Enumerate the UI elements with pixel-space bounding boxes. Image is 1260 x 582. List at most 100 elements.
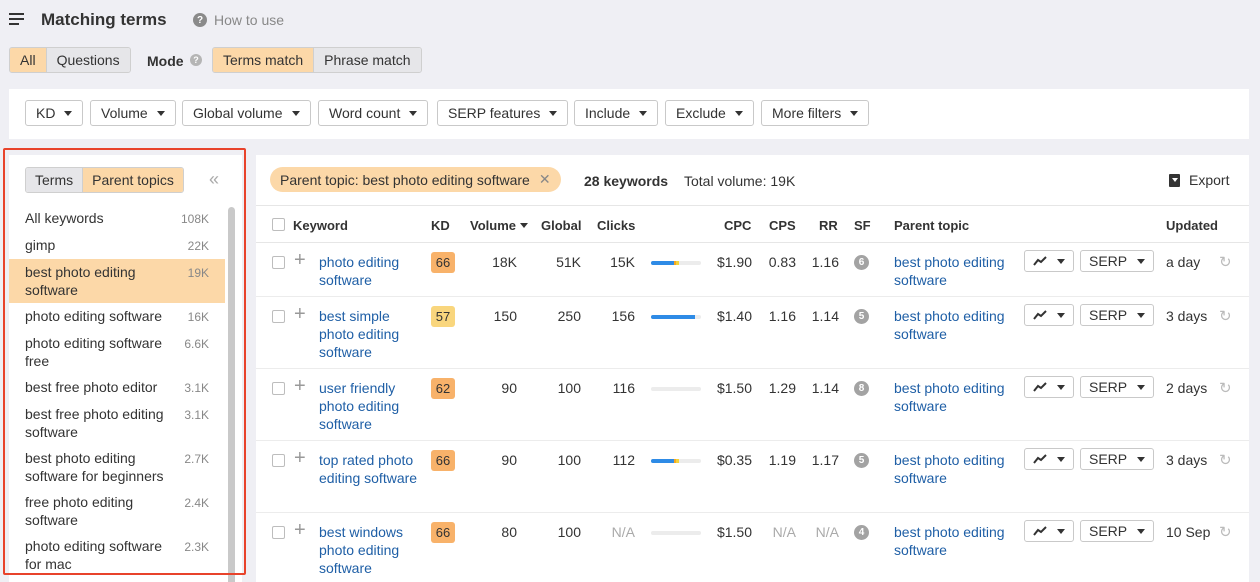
sidebar-item[interactable]: gimp 22K <box>9 232 225 259</box>
mode-help-icon[interactable]: ? <box>190 54 202 66</box>
trend-dropdown[interactable] <box>1024 304 1074 326</box>
row-checkbox[interactable] <box>272 310 285 323</box>
tab-all[interactable]: All <box>10 48 46 72</box>
filter-word-count[interactable]: Word count <box>318 100 429 126</box>
sidebar-item[interactable]: best free photo editing software 3.1K <box>9 401 225 445</box>
parent-topic-filter-chip[interactable]: Parent topic: best photo editing softwar… <box>270 167 561 192</box>
refresh-icon[interactable]: ↻ <box>1219 254 1232 271</box>
chevron-down-icon <box>1057 312 1065 318</box>
sidebar-item-volume: 108K <box>180 212 209 226</box>
sidebar-item-label: free photo editing software <box>25 494 134 528</box>
sidebar-item[interactable]: best free photo editor 3.1K <box>9 374 225 401</box>
serp-features-count[interactable]: 5 <box>854 453 869 468</box>
keyword-link[interactable]: best windows photo editing software <box>319 524 404 576</box>
serp-features-count[interactable]: 8 <box>854 381 869 396</box>
filter-bar: KD Volume Global volume Word count SERP … <box>9 89 1249 139</box>
filter-global-volume[interactable]: Global volume <box>182 100 311 126</box>
filter-more[interactable]: More filters <box>761 100 870 126</box>
plus-icon[interactable]: + <box>294 303 306 325</box>
filter-include[interactable]: Include <box>574 100 659 126</box>
row-checkbox[interactable] <box>272 382 285 395</box>
col-kd[interactable]: KD <box>431 218 450 233</box>
col-sf[interactable]: SF <box>854 218 871 233</box>
sidebar-item[interactable]: All keywords 108K <box>9 205 225 232</box>
tab-terms[interactable]: Terms <box>26 168 83 192</box>
tab-parent-topics[interactable]: Parent topics <box>82 168 183 192</box>
parent-topic-link[interactable]: best photo editing software <box>894 380 1005 414</box>
terms-match-button[interactable]: Terms match <box>213 48 314 72</box>
sidebar-item[interactable]: best photo editing software 19K <box>9 259 225 303</box>
parent-topic-link[interactable]: best photo editing software <box>894 254 1005 288</box>
parent-topic-link[interactable]: best photo editing software <box>894 308 1005 342</box>
chevron-down-icon <box>1137 384 1146 390</box>
col-rr[interactable]: RR <box>819 218 838 233</box>
col-clicks[interactable]: Clicks <box>597 218 636 233</box>
export-button[interactable]: Export <box>1169 172 1229 188</box>
refresh-icon[interactable]: ↻ <box>1219 380 1232 397</box>
tab-questions[interactable]: Questions <box>45 48 130 72</box>
filter-volume[interactable]: Volume <box>90 100 176 126</box>
filter-exclude[interactable]: Exclude <box>665 100 754 126</box>
refresh-icon[interactable]: ↻ <box>1219 524 1232 541</box>
sidebar-item-label: All keywords <box>25 210 104 226</box>
keyword-link[interactable]: user friendly photo editing software <box>319 380 400 432</box>
close-icon[interactable]: ✕ <box>538 171 551 187</box>
keyword-link[interactable]: best simple photo editing software <box>319 308 400 360</box>
serp-dropdown[interactable]: SERP <box>1080 448 1155 470</box>
trend-line-icon <box>1033 382 1047 392</box>
trend-dropdown[interactable] <box>1024 448 1074 470</box>
plus-icon[interactable]: + <box>294 447 306 469</box>
refresh-icon[interactable]: ↻ <box>1219 308 1232 325</box>
sidebar-item[interactable]: best free photo editing <box>9 577 225 582</box>
how-to-use-link[interactable]: ? How to use <box>193 12 284 28</box>
chevron-down-icon <box>734 110 743 116</box>
chevron-down-icon <box>1137 258 1146 264</box>
sidebar-item[interactable]: photo editing software for mac 2.3K <box>9 533 225 577</box>
col-cps[interactable]: CPS <box>769 218 796 233</box>
refresh-icon[interactable]: ↻ <box>1219 452 1232 469</box>
trend-dropdown[interactable] <box>1024 250 1074 272</box>
export-label: Export <box>1189 172 1230 188</box>
sidebar-item[interactable]: photo editing software free 6.6K <box>9 330 225 374</box>
sidebar-item[interactable]: best photo editing software for beginner… <box>9 445 225 489</box>
trend-dropdown[interactable] <box>1024 520 1074 542</box>
plus-icon[interactable]: + <box>294 375 306 397</box>
keyword-link[interactable]: top rated photo editing software <box>319 452 418 486</box>
col-parent-topic[interactable]: Parent topic <box>894 218 970 233</box>
col-keyword[interactable]: Keyword <box>293 218 348 233</box>
double-chevron-left-icon[interactable]: « <box>209 169 220 189</box>
col-updated[interactable]: Updated <box>1166 218 1218 233</box>
clicks-bar-paid <box>673 261 676 265</box>
filter-kd[interactable]: KD <box>25 100 84 126</box>
row-checkbox[interactable] <box>272 454 285 467</box>
chevron-down-icon <box>850 110 859 116</box>
serp-dropdown[interactable]: SERP <box>1080 250 1155 272</box>
row-checkbox[interactable] <box>272 526 285 539</box>
serp-features-count[interactable]: 6 <box>854 255 869 270</box>
serp-dropdown[interactable]: SERP <box>1080 304 1155 326</box>
volume-value: 90 <box>501 452 517 468</box>
col-global[interactable]: Global <box>541 218 582 233</box>
parent-topic-link[interactable]: best photo editing software <box>894 524 1005 558</box>
sidebar-list: All keywords 108K gimp 22K best photo editin… <box>9 205 225 582</box>
col-volume[interactable]: Volume <box>470 218 528 233</box>
sidebar-scrollbar[interactable] <box>228 207 235 582</box>
parent-topic-link[interactable]: best photo editing software <box>894 452 1005 486</box>
select-all-checkbox[interactable] <box>272 218 285 231</box>
serp-features-count[interactable]: 5 <box>854 309 869 324</box>
serp-features-count[interactable]: 4 <box>854 525 869 540</box>
row-checkbox[interactable] <box>272 256 285 269</box>
plus-icon[interactable]: + <box>294 249 306 271</box>
trend-dropdown[interactable] <box>1024 376 1074 398</box>
hamburger-icon[interactable] <box>9 13 24 25</box>
sidebar-item[interactable]: photo editing software 16K <box>9 303 225 330</box>
sidebar-item[interactable]: free photo editing software 2.4K <box>9 489 225 533</box>
col-cpc[interactable]: CPC <box>724 218 752 233</box>
keyword-link[interactable]: photo editing software <box>319 254 400 288</box>
serp-dropdown[interactable]: SERP <box>1080 520 1155 542</box>
sidebar-item-volume: 3.1K <box>184 408 209 422</box>
plus-icon[interactable]: + <box>294 519 306 541</box>
phrase-match-button[interactable]: Phrase match <box>313 48 421 72</box>
filter-serp-features[interactable]: SERP features <box>437 100 569 126</box>
serp-dropdown[interactable]: SERP <box>1080 376 1155 398</box>
